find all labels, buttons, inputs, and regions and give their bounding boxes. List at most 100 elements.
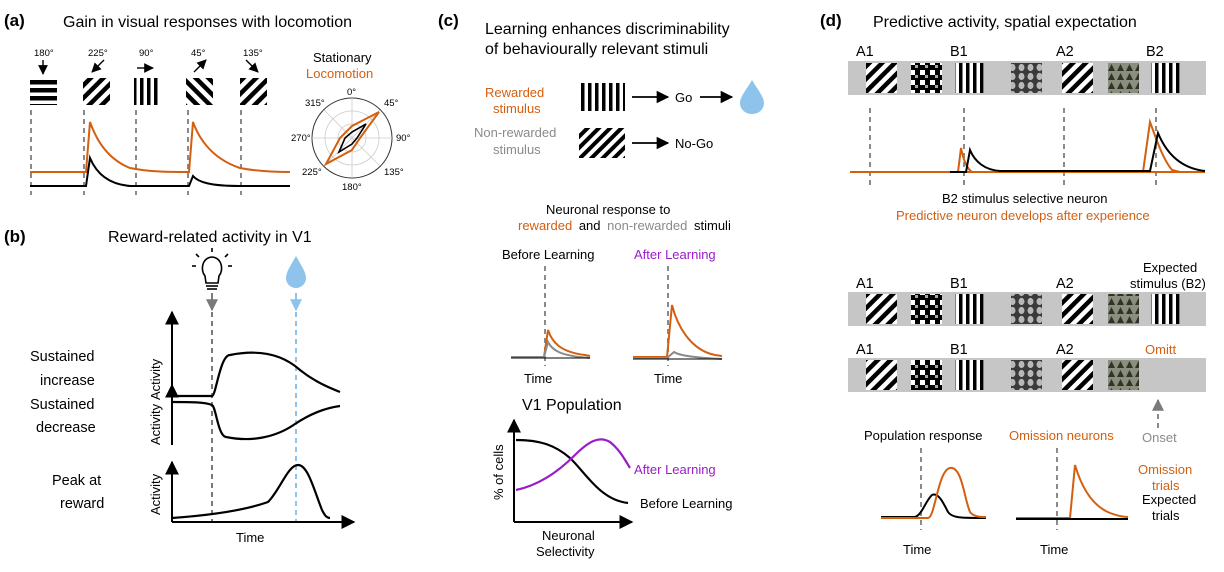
polar-plot <box>311 97 393 179</box>
angle-label-135: 135° <box>243 48 263 59</box>
grating-diagonal <box>240 78 267 105</box>
after-learning-label: After Learning <box>634 247 716 262</box>
polar-tick: 270° <box>291 133 311 144</box>
panel-b-title: Reward-related activity in V1 <box>108 229 312 246</box>
sequence-label: A2 <box>1056 44 1074 60</box>
locomotion-tuning <box>323 111 380 167</box>
stimulus-a2 <box>1062 63 1093 93</box>
expected-trials-label: trials <box>1152 508 1180 523</box>
y-axis-label: Activity <box>148 473 163 515</box>
before-nonrewarded-trace <box>511 339 591 359</box>
panel-c-title-line1: Learning enhances discriminability <box>485 21 730 38</box>
lightbulb-icon <box>192 248 232 290</box>
stimulus-texture <box>911 360 942 390</box>
population-response-label: Population response <box>864 428 983 443</box>
sustained-decrease-trace <box>171 400 341 441</box>
stationary-tuning <box>337 123 367 155</box>
stimulus-texture <box>1011 360 1042 390</box>
panel-b: (b) Reward-related activity in V1 Sustai… <box>4 227 356 545</box>
stimulus-texture <box>1108 63 1139 93</box>
stimulus-texture <box>1011 294 1042 324</box>
sequence-label: A1 <box>856 44 874 60</box>
peak-at-reward-trace <box>171 463 331 520</box>
expected-trials-label: Expected <box>1142 492 1196 507</box>
population-y-label: % of cells <box>491 444 506 500</box>
row-label: reward <box>60 496 104 512</box>
response-stimuli-word: stimuli <box>694 218 731 233</box>
sequence-label: B1 <box>950 342 968 358</box>
polar-tick: 225° <box>302 167 322 178</box>
population-title: V1 Population <box>522 397 622 414</box>
x-axis-label: Time <box>236 530 264 545</box>
panel-c-label: (c) <box>438 11 459 30</box>
panel-c: (c) Learning enhances discriminability o… <box>438 11 764 559</box>
non-rewarded-stimulus-label: stimulus <box>493 142 541 157</box>
sequence-label: A1 <box>856 276 874 292</box>
row-label: Peak at <box>52 473 101 489</box>
caption-line2: Predictive neuron develops after experie… <box>896 208 1150 223</box>
before-learning-distribution <box>515 438 629 505</box>
y-axis-label: Activity <box>148 403 163 445</box>
non-rewarded-grating <box>579 128 625 158</box>
response-and-word: and <box>579 218 601 233</box>
sequence-label: A1 <box>856 342 874 358</box>
stimulus-b2 <box>1151 63 1180 93</box>
go-label: Go <box>675 90 692 105</box>
time-label: Time <box>654 371 682 386</box>
after-rewarded-trace <box>633 304 723 358</box>
grating-diagonal <box>83 78 110 105</box>
angle-label-90: 90° <box>139 48 154 59</box>
arrow-up-right-icon <box>193 59 207 73</box>
y-axis-label: Activity <box>148 358 163 400</box>
stimulus-b1 <box>955 294 984 324</box>
sequence-label: B1 <box>950 44 968 60</box>
stimulus-a1 <box>866 360 897 390</box>
before-learning-label: Before Learning <box>502 247 595 262</box>
panel-b-label: (b) <box>4 227 26 246</box>
panel-a: (a) Gain in visual responses with locomo… <box>4 11 411 195</box>
angle-label-45: 45° <box>191 48 206 59</box>
rewarded-stimulus-label: stimulus <box>493 101 541 116</box>
stimulus-texture <box>1108 360 1139 390</box>
selective-neuron-trace <box>950 129 1206 173</box>
panel-a-title: Gain in visual responses with locomotion <box>63 14 352 31</box>
polar-tick: 315° <box>305 98 325 109</box>
response-heading-line2: rewarded and non-rewarded stimuli <box>518 218 731 233</box>
rewarded-grating <box>579 83 625 111</box>
polar-tick: 0° <box>347 87 356 98</box>
sequence-label: B2 <box>1146 44 1164 60</box>
angle-label-180: 180° <box>34 48 54 59</box>
panel-d-title: Predictive activity, spatial expectation <box>873 14 1137 31</box>
stimulus-texture <box>911 63 942 93</box>
arrow-down-right-icon <box>245 59 259 73</box>
legend-stationary: Stationary <box>313 50 372 65</box>
expected-stimulus-label: Expected <box>1143 260 1197 275</box>
population-before-label: Before Learning <box>640 496 733 511</box>
predictive-neuron-trace <box>1142 118 1181 173</box>
stimulus-a2 <box>1062 360 1093 390</box>
population-after-label: After Learning <box>634 462 716 477</box>
sustained-increase-trace <box>172 351 341 398</box>
rewarded-stimulus-label: Rewarded <box>485 85 544 100</box>
row-label: decrease <box>36 420 96 436</box>
non-rewarded-stimulus-label: Non-rewarded <box>474 125 556 140</box>
stimulus-onset-lines <box>30 110 242 195</box>
stimulus-b1 <box>955 63 984 93</box>
grating-diagonal <box>186 78 213 105</box>
time-label: Time <box>524 371 552 386</box>
stimulus-texture <box>1011 63 1042 93</box>
legend-locomotion: Locomotion <box>306 66 373 81</box>
row-label: Sustained <box>30 397 95 413</box>
stimulus-b2 <box>1151 294 1180 324</box>
predictive-neuron-trace <box>950 147 973 173</box>
onset-label: Onset <box>1142 430 1177 445</box>
polar-tick: 135° <box>384 167 404 178</box>
omitted-stimulus-label: Omitt <box>1145 342 1176 357</box>
angle-label-225: 225° <box>88 48 108 59</box>
before-rewarded-trace <box>511 329 591 358</box>
omission-neuron-omission-trace <box>1016 464 1129 519</box>
water-drop-icon <box>740 80 764 114</box>
panel-d: (d) Predictive activity, spatial expecta… <box>820 11 1206 557</box>
population-omission-trace <box>881 467 987 519</box>
arrow-down-left-icon <box>91 59 105 73</box>
